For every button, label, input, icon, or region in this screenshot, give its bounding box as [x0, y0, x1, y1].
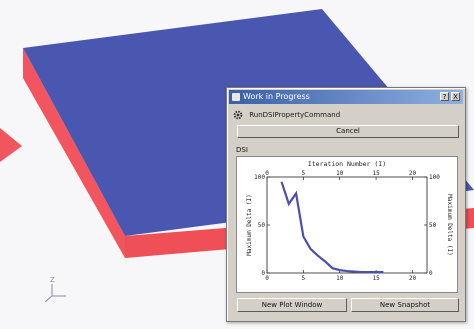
chart-title: Iteration Number (I) [308, 160, 386, 168]
app-icon [232, 93, 240, 101]
box-left-face [23, 48, 125, 258]
chart-y-axis-label: Maximum Delta (I) [246, 194, 253, 255]
gear-icon [233, 110, 243, 120]
x-tick-label-top: 20 [409, 170, 417, 177]
dialog-titlebar[interactable]: Work in Progress ? X [229, 90, 463, 104]
series-line [280, 181, 384, 274]
plot-panel-label: DSI [236, 146, 248, 154]
dialog-title: Work in Progress [243, 92, 310, 101]
plot-area [266, 176, 428, 274]
x-tick-label-top: 0 [265, 170, 269, 177]
task-label: RunDSIPropertyCommand [249, 111, 341, 119]
help-button[interactable]: ? [440, 92, 449, 101]
x-tick-label-bottom: 10 [336, 275, 344, 282]
x-tick-label-top: 5 [302, 170, 306, 177]
close-button[interactable]: X [451, 92, 460, 101]
x-tick-label-bottom: 0 [265, 275, 269, 282]
x-tick-label-top: 15 [372, 170, 380, 177]
y-tick-label-left: 0 [261, 270, 265, 277]
selection-arrow [0, 128, 22, 162]
y-tick-label-right: 100 [429, 174, 440, 181]
chart-y-axis-label-right: Maximum Delta (I) [446, 194, 453, 255]
y-tick-label-left: 100 [254, 174, 265, 181]
x-tick-label-bottom: 20 [409, 275, 417, 282]
axis-triad-z-label: Z [50, 276, 55, 284]
axis-triad-icon [44, 284, 66, 303]
task-row: RunDSIPropertyCommand [233, 109, 340, 121]
x-tick-label-bottom: 5 [302, 275, 306, 282]
x-tick-label-bottom: 15 [372, 275, 380, 282]
y-tick-label-right: 50 [429, 222, 437, 229]
new-plot-window-button[interactable]: New Plot Window [237, 298, 347, 312]
y-tick-label-right: 0 [429, 270, 433, 277]
new-snapshot-button[interactable]: New Snapshot [351, 298, 459, 312]
x-tick-label-top: 10 [336, 170, 344, 177]
y-tick-label-left: 50 [258, 222, 266, 229]
convergence-plot: Iteration Number (I) Maximum Delta (I) M… [236, 156, 458, 293]
work-in-progress-dialog: Work in Progress ? X RunDSIPropertyComma… [226, 87, 466, 322]
convergence-chart: Iteration Number (I) Maximum Delta (I) M… [246, 160, 453, 282]
cancel-button[interactable]: Cancel [237, 125, 459, 138]
